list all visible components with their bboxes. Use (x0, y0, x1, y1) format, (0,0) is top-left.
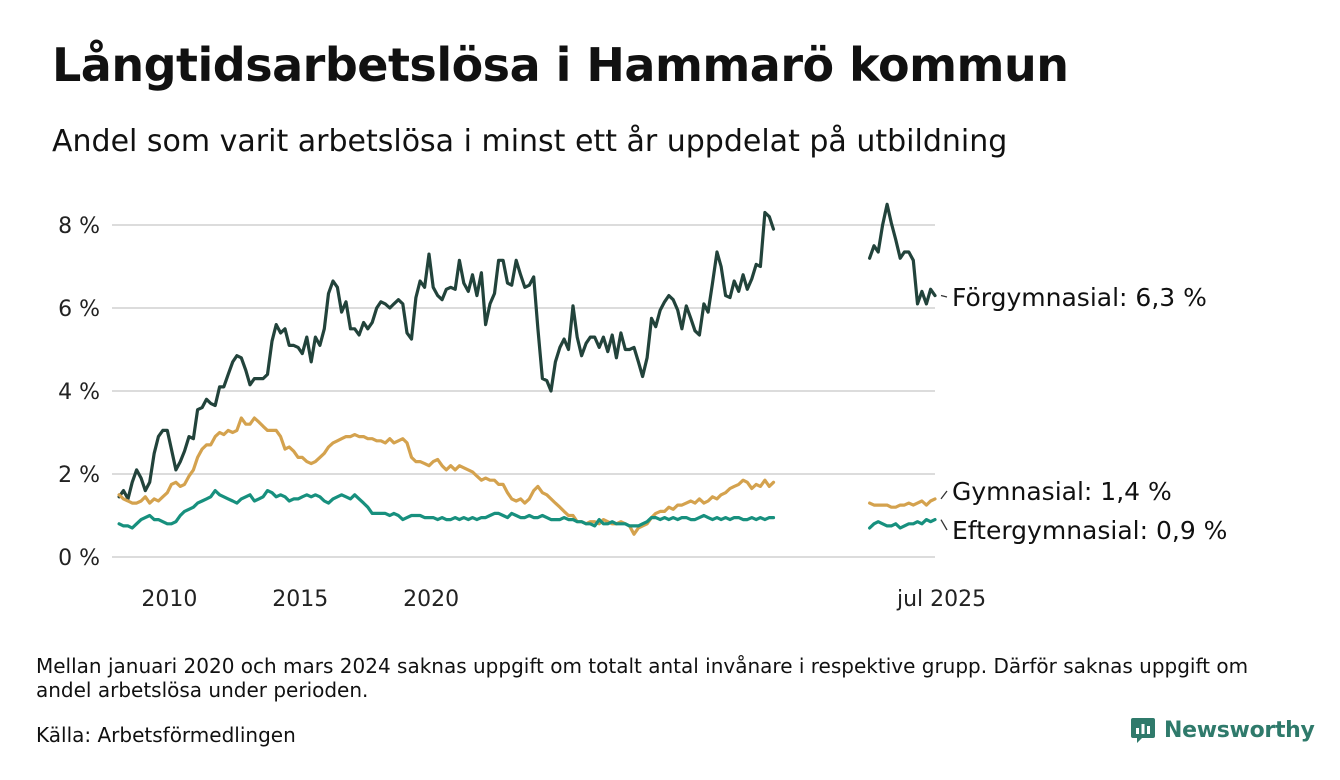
source-text: Källa: Arbetsförmedlingen (36, 723, 296, 747)
x-tick-label: 2015 (272, 587, 328, 612)
gridlines (112, 224, 935, 558)
brand-logo: Newsworthy (1130, 716, 1315, 744)
y-tick-label: 2 % (58, 463, 100, 488)
y-tick-label: 6 % (58, 297, 100, 322)
series-label-förgymnasial: Förgymnasial: 6,3 % (952, 283, 1207, 312)
newsworthy-logo-icon (1131, 718, 1155, 743)
y-tick-label: 8 % (58, 214, 100, 239)
x-tick-label: 2010 (141, 587, 197, 612)
series-label-eftergymnasial: Eftergymnasial: 0,9 % (952, 516, 1227, 545)
series-line-eftergymnasial (117, 489, 776, 530)
x-tick-label: 2020 (403, 587, 459, 612)
y-axis-ticks: 0 % 2 % 4 % 6 % 8 % (58, 214, 100, 571)
y-tick-label: 0 % (58, 546, 100, 571)
footnote: Mellan januari 2020 och mars 2024 saknas… (36, 654, 1249, 702)
series-line-eftergymnasial (868, 518, 937, 530)
series-line-förgymnasial (868, 202, 937, 306)
series-line-förgymnasial (117, 210, 776, 501)
chart-subtitle: Andel som varit arbetslösa i minst ett å… (52, 124, 1008, 159)
y-tick-label: 4 % (58, 380, 100, 405)
series-labels: Förgymnasial: 6,3 % Gymnasial: 1,4 % Efter… (940, 283, 1227, 545)
line-chart: 0 % 2 % 4 % 6 % 8 % 2010 2015 2020 jul 2025 För… (58, 202, 1227, 612)
label-leader-line (940, 519, 948, 531)
chart-title: Långtidsarbetslösa i Hammarö kommun (52, 38, 1069, 92)
series-label-gymnasial: Gymnasial: 1,4 % (952, 477, 1172, 506)
x-axis-ticks: 2010 2015 2020 jul 2025 (141, 587, 986, 612)
series-line-gymnasial (868, 497, 937, 509)
x-tick-label: jul 2025 (896, 587, 986, 612)
series-lines (117, 202, 937, 536)
brand-name: Newsworthy (1164, 717, 1315, 743)
label-leader-line (940, 294, 948, 298)
label-leader-line (940, 490, 948, 500)
series-line-gymnasial (117, 416, 776, 536)
